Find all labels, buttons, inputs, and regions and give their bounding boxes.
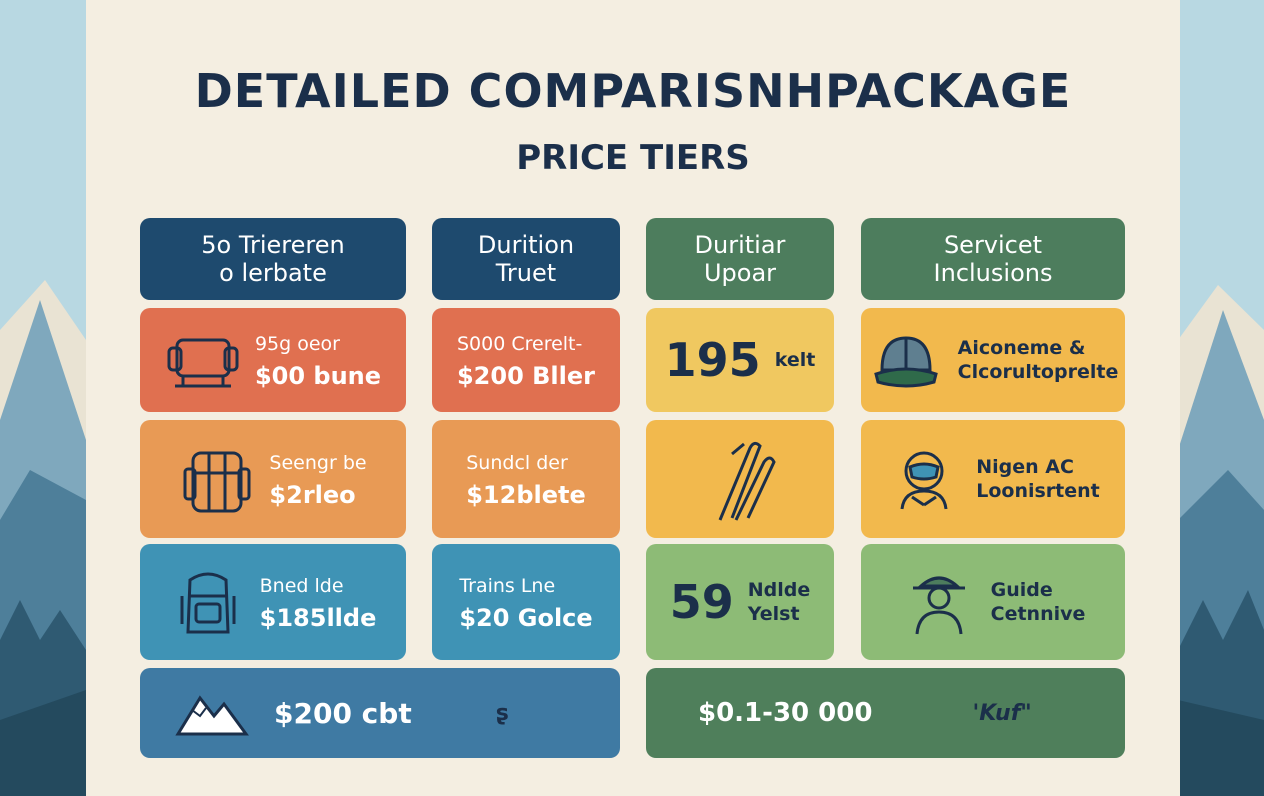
ski-poles-icon xyxy=(718,441,776,521)
comparison-panel: DETAILED COMPARISNHPACKAGE PRICE TIERS 5… xyxy=(86,0,1180,796)
row1-col3: 195 kelt xyxy=(646,308,834,412)
page-subtitle: PRICE TIERS xyxy=(516,138,750,178)
guide-icon xyxy=(912,576,965,635)
header-duration-line1: Durition xyxy=(477,231,575,259)
row2-col2-line2: $12blete xyxy=(466,481,586,509)
row1-col4-line2: Clcorultoprelte xyxy=(957,361,1119,383)
header-tier: 5o Triereren o lerbate xyxy=(140,218,406,300)
row3-col3-value: 59 xyxy=(669,575,734,629)
mountain-backdrop-left xyxy=(0,0,86,796)
row3-col4-line2: Cetnnive xyxy=(990,603,1086,625)
header-duration-line2: Truet xyxy=(495,259,557,287)
row3-col1-line2: $185llde xyxy=(259,604,377,632)
row2-col4-line1: Nigen AC xyxy=(976,456,1074,478)
header-tier-line2: o lerbate xyxy=(219,259,327,287)
row1-col2-line1: S000 Crerelt- xyxy=(456,333,583,355)
row2-col1-line1: Seengr be xyxy=(269,452,367,474)
rucksack-icon xyxy=(180,572,236,634)
row3-col2-line2: $20 Golce xyxy=(459,604,593,632)
header-tier-line1: 5o Triereren xyxy=(201,231,345,259)
row3-col4-line1: Guide xyxy=(990,579,1053,601)
header-services: Servicet Inclusions xyxy=(861,218,1125,300)
helmet-icon xyxy=(873,336,938,388)
row1-col3-value: 195 xyxy=(664,333,761,387)
row1-col3-unit: kelt xyxy=(774,349,816,371)
row2-col2-line1: Sundcl der xyxy=(466,452,568,474)
row3-col3-unit1: Ndlde xyxy=(747,579,811,601)
header-services-line2: Inclusions xyxy=(933,259,1053,287)
row2-col1: Seengr be $2rleo xyxy=(140,420,406,538)
mask-icon xyxy=(900,451,948,510)
backpack-icon xyxy=(183,451,251,513)
row1-col2: S000 Crerelt- $200 Bller xyxy=(432,308,620,412)
header-update: Duritiar Upoar xyxy=(646,218,834,300)
row1-col2-line2: $200 Bller xyxy=(456,362,595,390)
header-update-line2: Upoar xyxy=(703,259,777,287)
footer-right-price: $0.1-30 000 xyxy=(698,698,873,728)
row2-col2: Sundcl der $12blete xyxy=(432,420,620,538)
footer-right-bar: $0.1-30 000 'Kuf" xyxy=(646,668,1125,758)
header-duration: Durition Truet xyxy=(432,218,620,300)
row1-col4-line1: Aiconeme & xyxy=(957,337,1086,359)
row3-col1: Bned lde $185llde xyxy=(140,544,406,660)
row2-col1-line2: $2rleo xyxy=(269,481,356,509)
row3-col2-line1: Trains Lne xyxy=(459,575,556,597)
footer-right-mark: 'Kuf" xyxy=(972,700,1032,726)
footer-left-bar: $200 cbt ʂ xyxy=(140,668,620,758)
row3-col4: Guide Cetnnive xyxy=(861,544,1125,660)
header-update-line1: Duritiar xyxy=(694,231,786,259)
row3-col2: Trains Lne $20 Golce xyxy=(432,544,620,660)
row3-col1-line1: Bned lde xyxy=(259,575,344,597)
row1-col1-line1: 95g oeor xyxy=(254,333,340,355)
row1-col1-line2: $00 bune xyxy=(254,362,382,390)
footer-left-mark: ʂ xyxy=(495,700,509,726)
header-services-line1: Servicet xyxy=(943,231,1043,259)
row1-col1: 95g oeor $00 bune xyxy=(140,308,406,412)
row2-col3 xyxy=(646,420,834,538)
footer-left-price: $200 cbt xyxy=(274,696,412,730)
page-title: DETAILED COMPARISNHPACKAGE xyxy=(194,64,1072,118)
mountain-backdrop-right xyxy=(1178,0,1264,796)
sled-icon xyxy=(167,338,239,388)
row2-col4: Nigen AC Loonisrtent xyxy=(861,420,1125,538)
row2-col4-line2: Loonisrtent xyxy=(976,480,1100,502)
row3-col3-unit2: Yelst xyxy=(747,603,800,625)
row1-col4: Aiconeme & Clcorultoprelte xyxy=(861,308,1125,412)
mountain-icon xyxy=(175,695,249,736)
row3-col3: 59 Ndlde Yelst xyxy=(646,544,834,660)
